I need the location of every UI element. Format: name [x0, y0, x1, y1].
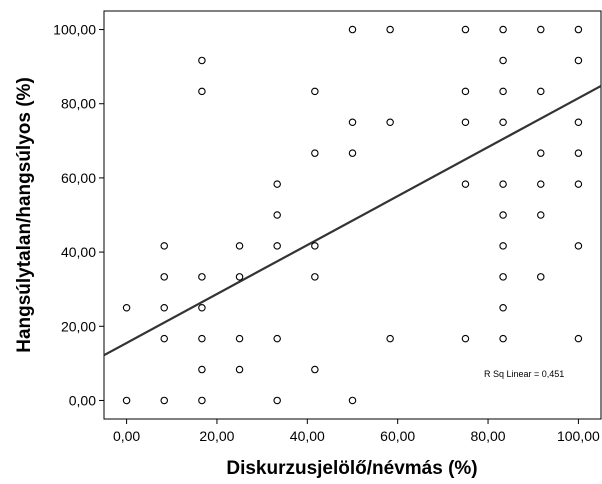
x-tick-label: 40,00	[290, 428, 325, 444]
data-point	[198, 273, 206, 281]
data-point	[160, 303, 168, 312]
x-tick-label: 0,00	[113, 428, 140, 444]
data-point	[348, 25, 357, 34]
x-tick-label: 100,00	[557, 428, 600, 444]
plot-area	[103, 10, 602, 420]
y-tick-label: 60,00	[61, 170, 96, 186]
data-point	[235, 242, 244, 250]
linear-fit-line	[103, 84, 602, 357]
data-point	[160, 334, 168, 343]
data-point	[461, 25, 470, 34]
x-tick-label: 60,00	[380, 428, 415, 444]
data-point	[235, 365, 244, 374]
data-point	[311, 273, 319, 281]
data-point	[198, 303, 206, 312]
data-point	[574, 242, 583, 250]
data-point	[574, 180, 583, 188]
data-point	[273, 334, 281, 343]
data-point	[537, 211, 545, 219]
data-point	[537, 273, 545, 281]
data-point	[499, 273, 507, 281]
data-point	[160, 273, 168, 281]
data-point	[160, 396, 168, 405]
data-point	[198, 365, 206, 374]
data-point	[499, 118, 507, 127]
y-axis: 0,00 20,00 40,00 60,00 80,00 100,00	[53, 22, 104, 408]
data-point	[537, 149, 545, 157]
data-point	[198, 56, 206, 65]
data-point	[235, 273, 244, 281]
data-point	[499, 180, 507, 188]
data-point	[461, 87, 470, 96]
data-point	[348, 396, 357, 405]
data-point	[499, 334, 507, 343]
y-tick-label: 0,00	[69, 392, 96, 408]
data-point	[537, 180, 545, 188]
y-axis-title: Hangsúlytalan/hangsúlyos (%)	[14, 77, 35, 353]
data-point	[499, 211, 507, 219]
x-axis: 0,00 20,00 40,00 60,00 80,00 100,00	[113, 419, 600, 444]
data-point	[122, 396, 131, 405]
data-point	[499, 25, 507, 34]
data-point	[235, 334, 244, 343]
data-point	[273, 396, 281, 405]
y-tick-label: 40,00	[61, 244, 96, 260]
data-point	[386, 118, 394, 127]
data-point	[348, 149, 357, 157]
data-point	[537, 87, 545, 96]
y-tick-label: 80,00	[61, 96, 96, 112]
data-point	[537, 25, 545, 34]
data-point	[198, 334, 206, 343]
data-point	[122, 303, 131, 312]
data-point	[160, 242, 168, 250]
data-point	[499, 242, 507, 250]
r-squared-annotation: R Sq Linear = 0,451	[484, 369, 564, 379]
data-point	[311, 149, 319, 157]
data-point	[574, 334, 583, 343]
data-point	[311, 242, 319, 250]
x-tick-label: 80,00	[471, 428, 506, 444]
data-point	[574, 149, 583, 157]
data-point	[461, 180, 470, 188]
data-point	[499, 56, 507, 65]
data-point	[574, 25, 583, 34]
y-tick-label: 100,00	[53, 22, 96, 38]
data-point	[273, 242, 281, 250]
data-point	[574, 56, 583, 65]
data-point	[499, 87, 507, 96]
data-point	[499, 303, 507, 312]
y-tick-label: 20,00	[61, 318, 96, 334]
x-axis-title: Diskurzusjelölő/névmás (%)	[226, 458, 477, 479]
data-point	[273, 211, 281, 219]
data-point	[386, 334, 394, 343]
data-point	[273, 180, 281, 188]
data-point	[311, 365, 319, 374]
data-point	[311, 87, 319, 96]
data-point	[574, 118, 583, 127]
data-point	[386, 25, 394, 34]
data-point	[198, 396, 206, 405]
data-point	[348, 118, 357, 127]
data-point	[198, 87, 206, 96]
x-tick-label: 20,00	[199, 428, 234, 444]
data-point	[461, 118, 470, 127]
data-point	[461, 334, 470, 343]
data-points	[122, 25, 583, 405]
